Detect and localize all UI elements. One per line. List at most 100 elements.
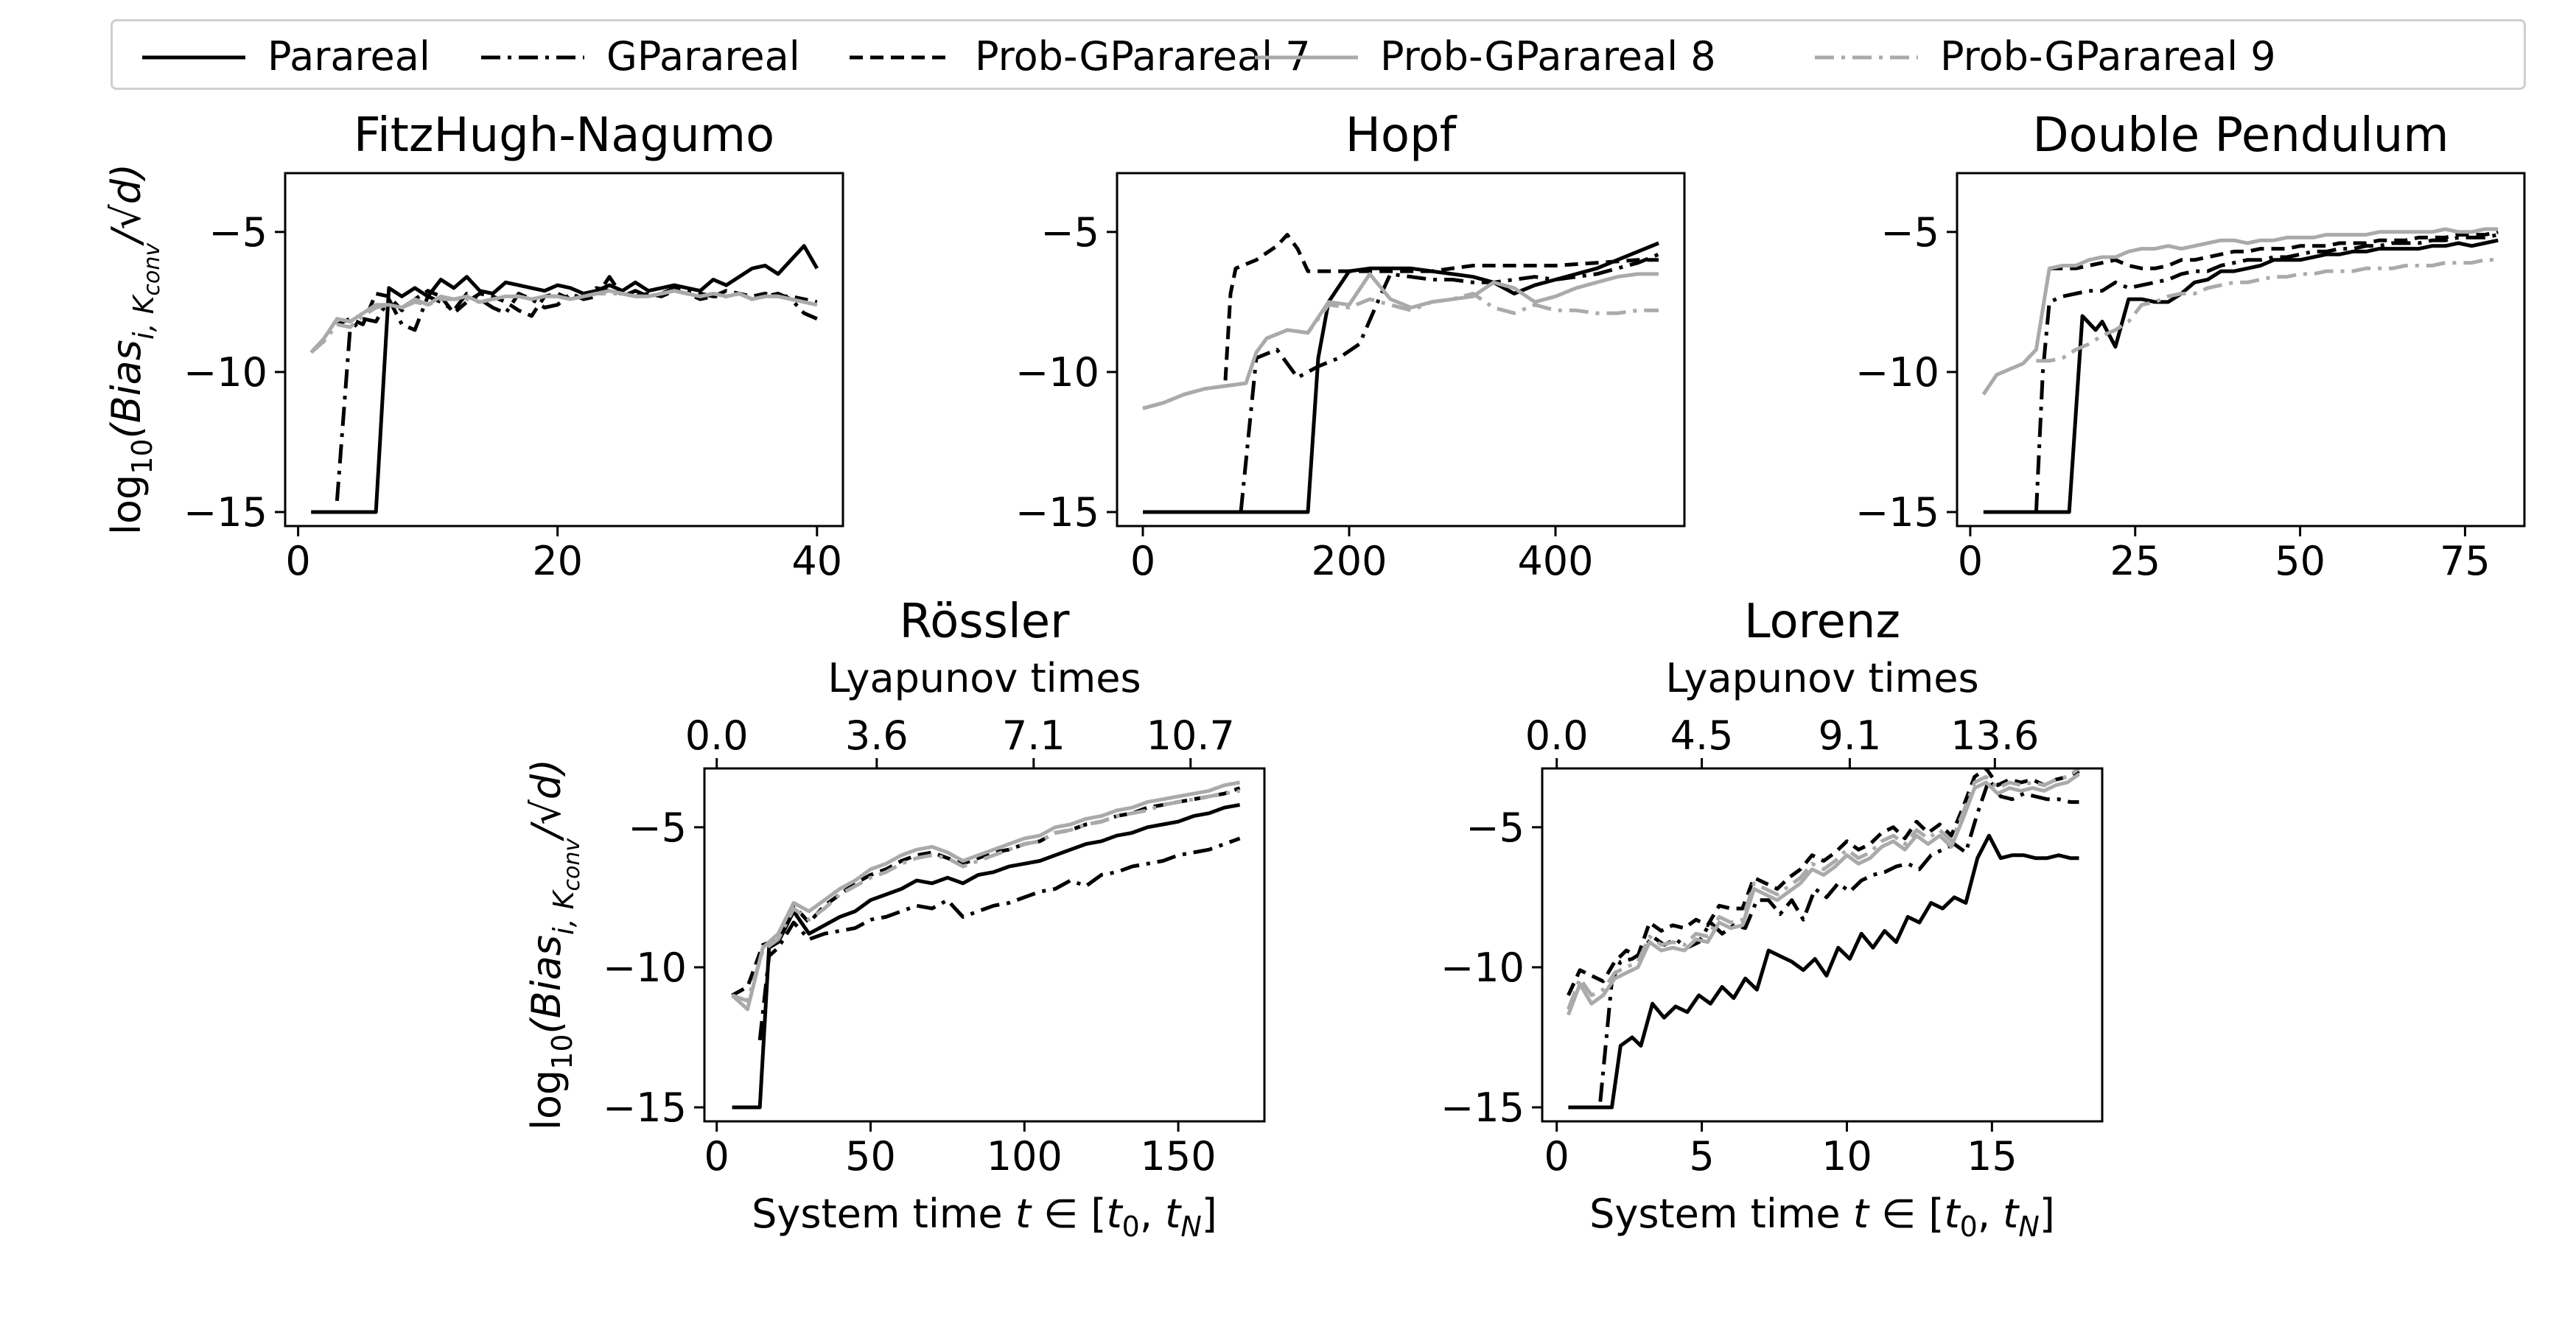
top-tick-label: 9.1 [1818, 712, 1881, 759]
series-line [1567, 768, 2080, 1010]
legend-label: Parareal [267, 33, 430, 80]
series-line [1143, 241, 1659, 514]
top-tick-label: 3.6 [845, 712, 909, 759]
top-tick-label: 13.6 [1950, 712, 2039, 759]
top-axis-label: Lyapunov times [827, 655, 1141, 701]
top-tick-label: 0.0 [685, 712, 749, 759]
legend: Parareal GParareal Prob-GParareal 7 Prob-GP… [111, 19, 2526, 90]
x-tick-label: 15 [1967, 1133, 2017, 1180]
series-line [732, 802, 1241, 1110]
series-line [757, 836, 1241, 1041]
x-tick-label: 100 [987, 1133, 1063, 1180]
series-line [2049, 230, 2499, 270]
x-tick-label: 5 [1689, 1133, 1714, 1180]
legend-label: Prob-GParareal 9 [1940, 33, 2276, 80]
y-tick-label: −15 [603, 1085, 687, 1131]
chart-title: FitzHugh-Nagumo [354, 108, 774, 163]
y-tick-label: −10 [183, 349, 267, 396]
x-tick-label: 40 [791, 538, 842, 584]
series-line [1142, 292, 1659, 410]
y-tick-label: −15 [183, 489, 267, 536]
series-line [2034, 233, 2499, 513]
y-tick-label: −5 [1040, 209, 1099, 256]
series-line [1567, 772, 2080, 1016]
series-line [1567, 768, 2080, 996]
x-tick-label: 50 [845, 1133, 896, 1180]
y-tick-label: −15 [1015, 489, 1099, 536]
x-tick-label: 10 [1821, 1133, 1872, 1180]
x-tick-label: 20 [532, 538, 583, 584]
plot-area [1142, 233, 1659, 514]
series-line [1223, 233, 1659, 381]
series-line [311, 244, 819, 514]
series-line [1981, 227, 2499, 396]
y-tick-label: −5 [1466, 805, 1525, 851]
x-tick-label: 25 [2110, 538, 2160, 584]
x-tick-label: 0 [1958, 538, 1983, 584]
y-tick-label: −10 [1441, 945, 1525, 991]
chart-panel: Double Pendulum 0 25 50 75 −5 −10 −15 [1855, 108, 2526, 584]
chart-panel: Rössler 0 50 100 150 −5 −10 −15 0.0 3.6 7.1 10.7Lya… [603, 595, 1266, 1243]
axes-frame [1956, 172, 2526, 528]
y-tick-label: −10 [1015, 349, 1099, 396]
chart-panel: FitzHugh-Nagumo 0 20 40 −5 −10 −15 [183, 108, 844, 584]
x-tick-label: 0 [285, 538, 310, 584]
legend-label: Prob-GParareal 7 [975, 33, 1311, 80]
y-tick-label: −5 [209, 209, 267, 256]
chart-title: Rössler [900, 595, 1071, 649]
plot-area [309, 244, 819, 514]
top-axis-label: Lyapunov times [1665, 655, 1978, 701]
plot-area [1981, 227, 2499, 514]
y-tick-label: −5 [628, 805, 687, 851]
series-line [2036, 258, 2499, 363]
series-line [1239, 252, 1659, 513]
series-line [309, 289, 818, 354]
legend-line-swatch [1815, 55, 1918, 60]
y-tick-label: −5 [1880, 209, 1939, 256]
series-line [1568, 833, 2079, 1110]
axes-frame [703, 767, 1266, 1123]
x-tick-label: 50 [2275, 538, 2325, 584]
chart-title: Lorenz [1744, 595, 1900, 649]
y-axis-label: log10(Biasi, Kconv/√d) [523, 759, 585, 1130]
x-tick-label: 400 [1517, 538, 1593, 584]
top-tick-label: 7.1 [1002, 712, 1065, 759]
y-tick-label: −10 [1855, 349, 1939, 396]
series-line [730, 780, 1241, 1012]
y-tick-label: −10 [603, 945, 687, 991]
x-axis-label: System time t ∈ [t0, tN] [1589, 1191, 2055, 1243]
chart-panel: Hopf 0 200 400 −5 −10 −15 [1015, 108, 1686, 584]
legend-line-swatch [850, 55, 953, 60]
x-axis-label: System time t ∈ [t0, tN] [752, 1191, 1217, 1243]
series-line [731, 786, 1241, 998]
legend-line-swatch [1255, 55, 1358, 60]
legend-line-swatch [142, 55, 245, 60]
top-tick-label: 0.0 [1525, 712, 1589, 759]
series-line [1983, 238, 2499, 514]
chart-panel: Lorenz 0 5 10 15 −5 −10 −15 0.0 4.5 9.1 13.6 Lyapuno… [1441, 595, 2104, 1243]
legend-line-swatch [481, 55, 584, 60]
x-tick-label: 75 [2440, 538, 2491, 584]
chart-title: Hopf [1345, 108, 1457, 163]
legend-label: Prob-GParareal 8 [1380, 33, 1716, 80]
x-tick-label: 200 [1311, 538, 1387, 584]
x-tick-label: 0 [1544, 1133, 1569, 1180]
series-line [731, 788, 1241, 1003]
x-tick-label: 0 [704, 1133, 729, 1180]
top-tick-label: 10.7 [1147, 712, 1235, 759]
series-line [1598, 777, 2079, 1102]
y-tick-label: −15 [1441, 1085, 1525, 1131]
y-axis-label: log10(Biasi, Kconv/√d) [103, 164, 165, 535]
axes-frame [1541, 767, 2104, 1123]
plot-area [730, 780, 1241, 1110]
series-line [335, 275, 818, 501]
axes-frame [284, 172, 844, 528]
y-tick-label: −15 [1855, 489, 1939, 536]
x-tick-label: 150 [1141, 1133, 1217, 1180]
top-tick-label: 4.5 [1670, 712, 1734, 759]
axes-frame [1116, 172, 1686, 528]
x-tick-label: 0 [1130, 538, 1155, 584]
legend-label: GParareal [606, 33, 800, 80]
plot-area [1567, 768, 2080, 1110]
